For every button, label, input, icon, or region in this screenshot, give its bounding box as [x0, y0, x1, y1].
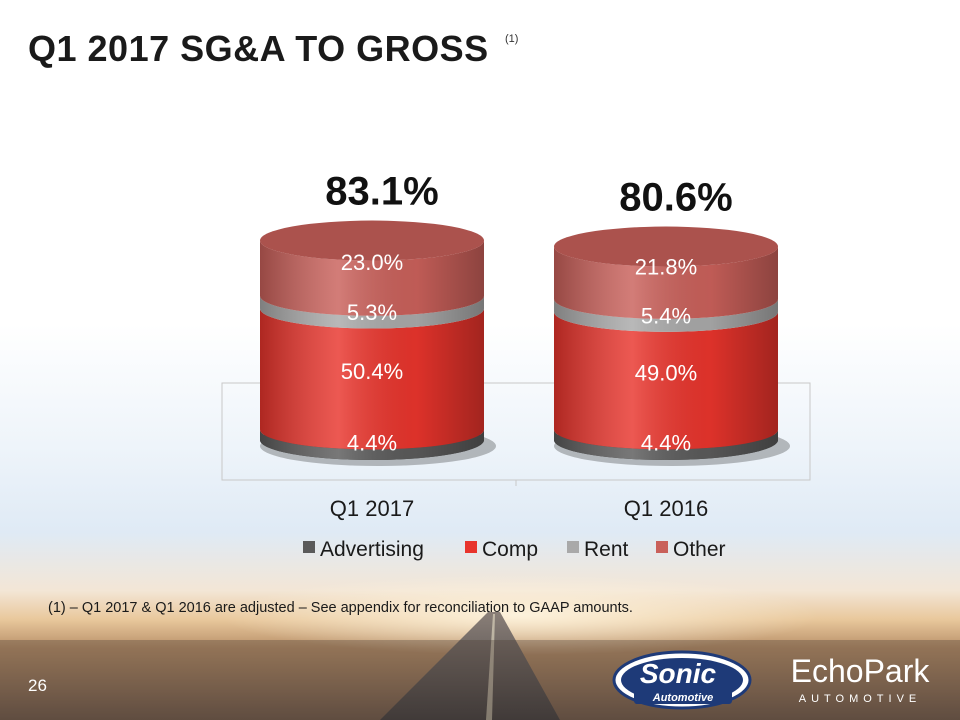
title-footnote-marker: (1)	[505, 33, 519, 45]
legend-swatch-advertising	[303, 541, 315, 553]
legend-label-other: Other	[673, 538, 726, 561]
sonic-automotive-logo: Sonic Automotive	[612, 650, 752, 710]
data-label-comp-1: 49.0%	[635, 361, 697, 386]
category-label-1: Q1 2016	[624, 496, 708, 521]
svg-text:Sonic: Sonic	[640, 658, 717, 689]
segment-advertising-1-shading	[554, 429, 778, 460]
chart-legend: Advertising Comp Rent Other	[303, 538, 726, 561]
cylinder-q1-2016	[554, 226, 790, 466]
total-label-1: 80.6%	[619, 176, 732, 220]
svg-text:EchoPark: EchoPark	[791, 653, 931, 689]
segment-advertising-0-shading	[260, 429, 484, 460]
echopark-automotive-logo: EchoPark AUTOMOTIVE	[791, 653, 931, 705]
legend-label-rent: Rent	[584, 538, 629, 561]
segment-other-1-shading	[554, 246, 778, 319]
cylinder-top	[554, 226, 778, 267]
segment-comp-1-shading	[554, 311, 778, 450]
slide-title: Q1 2017 SG&A TO GROSS	[28, 28, 489, 69]
segment-comp-0-shading	[260, 308, 484, 450]
data-label-rent-0: 5.3%	[347, 300, 397, 325]
footnote: (1) – Q1 2017 & Q1 2016 are adjusted – S…	[48, 600, 633, 616]
data-label-comp-0: 50.4%	[341, 359, 403, 384]
legend-label-advertising: Advertising	[320, 538, 424, 561]
legend-label-comp: Comp	[482, 538, 538, 561]
segment-other-0-shading	[260, 240, 484, 316]
segment-rent-1-shading	[554, 298, 778, 332]
data-label-rent-1: 5.4%	[641, 303, 691, 328]
data-label-other-0: 23.0%	[341, 250, 403, 275]
cylinder-q1-2017	[260, 220, 496, 466]
category-label-0: Q1 2017	[330, 496, 414, 521]
legend-swatch-comp	[465, 541, 477, 553]
legend-swatch-other	[656, 541, 668, 553]
svg-text:Automotive: Automotive	[652, 692, 714, 704]
data-label-other-1: 21.8%	[635, 255, 697, 280]
total-label-0: 83.1%	[325, 170, 438, 214]
cylinder-top	[260, 220, 484, 261]
segment-rent-0-shading	[260, 295, 484, 329]
data-label-advertising-1: 4.4%	[641, 431, 691, 456]
svg-text:AUTOMOTIVE: AUTOMOTIVE	[799, 693, 922, 705]
data-label-advertising-0: 4.4%	[347, 431, 397, 456]
page-number: 26	[28, 676, 47, 695]
legend-swatch-rent	[567, 541, 579, 553]
